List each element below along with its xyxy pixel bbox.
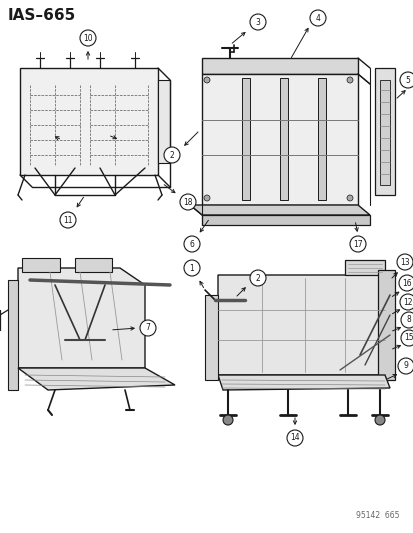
- Polygon shape: [204, 295, 218, 380]
- Circle shape: [183, 236, 199, 252]
- Text: 6: 6: [189, 239, 194, 248]
- Circle shape: [249, 270, 266, 286]
- Circle shape: [400, 330, 413, 346]
- Circle shape: [286, 430, 302, 446]
- Polygon shape: [317, 78, 325, 200]
- Polygon shape: [218, 275, 384, 375]
- Polygon shape: [218, 375, 389, 390]
- Circle shape: [396, 254, 412, 270]
- Circle shape: [80, 30, 96, 46]
- Polygon shape: [18, 268, 145, 368]
- Circle shape: [60, 212, 76, 228]
- Text: 17: 17: [352, 239, 362, 248]
- Circle shape: [397, 358, 413, 374]
- Text: 5: 5: [405, 76, 409, 85]
- Text: 14: 14: [290, 433, 299, 442]
- Polygon shape: [377, 270, 394, 380]
- Text: 4: 4: [315, 13, 320, 22]
- Polygon shape: [22, 258, 60, 272]
- Text: 2: 2: [255, 273, 260, 282]
- Circle shape: [164, 147, 180, 163]
- Circle shape: [204, 195, 209, 201]
- Polygon shape: [20, 68, 158, 175]
- Text: 7: 7: [145, 324, 150, 333]
- Polygon shape: [374, 68, 394, 195]
- Polygon shape: [279, 78, 287, 200]
- Text: 9: 9: [403, 361, 408, 370]
- Polygon shape: [158, 80, 170, 163]
- Circle shape: [400, 312, 413, 328]
- Text: 18: 18: [183, 198, 192, 206]
- Polygon shape: [242, 78, 249, 200]
- Text: 12: 12: [402, 297, 412, 306]
- Circle shape: [249, 14, 266, 30]
- Polygon shape: [202, 74, 357, 205]
- Text: 13: 13: [399, 257, 409, 266]
- Polygon shape: [344, 260, 384, 275]
- Polygon shape: [75, 258, 112, 272]
- Circle shape: [223, 415, 233, 425]
- Circle shape: [180, 194, 195, 210]
- Polygon shape: [379, 80, 389, 185]
- Text: IAS–665: IAS–665: [8, 8, 76, 23]
- Polygon shape: [8, 280, 18, 390]
- Circle shape: [346, 195, 352, 201]
- Text: 15: 15: [403, 334, 413, 343]
- Circle shape: [374, 415, 384, 425]
- Circle shape: [349, 236, 365, 252]
- Text: 95142  665: 95142 665: [356, 511, 399, 520]
- Polygon shape: [202, 58, 357, 74]
- Circle shape: [140, 320, 156, 336]
- Text: 10: 10: [83, 34, 93, 43]
- Circle shape: [398, 275, 413, 291]
- Circle shape: [399, 294, 413, 310]
- Circle shape: [183, 260, 199, 276]
- Text: 3: 3: [255, 18, 260, 27]
- Circle shape: [346, 77, 352, 83]
- Text: 2: 2: [169, 150, 174, 159]
- Polygon shape: [190, 205, 369, 215]
- Circle shape: [204, 77, 209, 83]
- Polygon shape: [202, 215, 369, 225]
- Circle shape: [309, 10, 325, 26]
- Circle shape: [399, 72, 413, 88]
- Text: 8: 8: [406, 316, 411, 325]
- Text: 1: 1: [189, 263, 194, 272]
- Text: 11: 11: [63, 215, 73, 224]
- Text: 16: 16: [401, 279, 411, 287]
- Polygon shape: [18, 368, 175, 390]
